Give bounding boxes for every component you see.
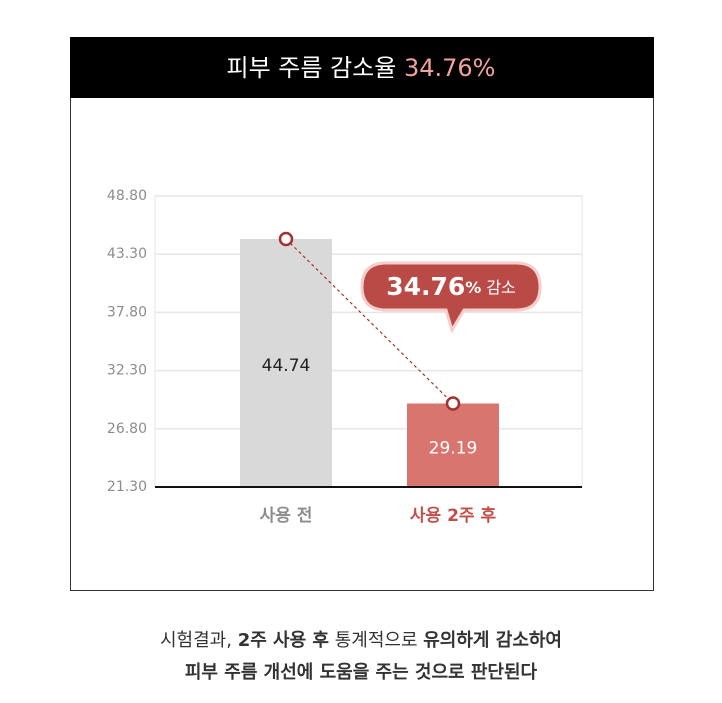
footer-line: 피부 주름 개선에 도움을 주는 것으로 판단된다: [185, 662, 538, 683]
callout-text: 34.76% 감소: [386, 272, 516, 301]
footer-line: 시험결과, 2주 사용 후 통계적으로 유의하게 감소하여: [160, 630, 562, 651]
chart-title: 피부 주름 감소율 34.76%: [227, 54, 496, 82]
callout-label: 감소: [486, 278, 515, 297]
callout-bubble: [360, 261, 542, 334]
x-tick-label: 사용 전: [260, 506, 313, 526]
y-tick-label: 32.30: [107, 363, 147, 379]
point-marker: [278, 231, 294, 247]
callout-number: 34.76: [386, 272, 465, 301]
footer-segment: 피부 주름 개선에 도움을 주는 것으로 판단된다: [185, 662, 538, 683]
title-highlight: 34.76%: [404, 54, 496, 82]
value-label: 44.74: [262, 356, 311, 376]
point-marker: [445, 396, 461, 411]
footer-segment: 2주 사용 후: [238, 630, 329, 651]
value-label: 29.19: [429, 438, 478, 458]
y-tick-label: 48.80: [107, 188, 147, 204]
title-text: 피부 주름 감소율: [227, 54, 397, 82]
bar: [240, 238, 332, 487]
y-tick-label: 43.30: [107, 246, 147, 262]
footer-segment: 시험결과,: [160, 630, 238, 651]
header-band: [70, 37, 654, 98]
y-tick-label: 37.80: [107, 304, 147, 320]
footer-segment: 통계적으로: [329, 630, 423, 651]
footer-segment: 유의하게 감소하여: [423, 630, 562, 651]
x-tick-label: 사용 2주 후: [410, 505, 497, 526]
y-tick-label: 21.30: [107, 479, 147, 495]
bar: [407, 403, 499, 487]
y-tick-label: 26.80: [107, 421, 147, 437]
callout-unit: %: [465, 278, 481, 297]
chart-frame: [70, 37, 654, 591]
